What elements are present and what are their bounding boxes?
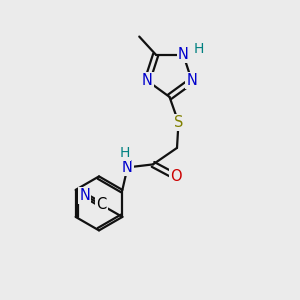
Text: H: H <box>194 42 204 56</box>
Text: N: N <box>178 47 189 62</box>
Text: H: H <box>119 146 130 160</box>
Text: N: N <box>142 73 153 88</box>
Text: C: C <box>96 197 106 212</box>
Text: N: N <box>186 73 197 88</box>
Text: N: N <box>80 188 90 203</box>
Text: O: O <box>170 169 181 184</box>
Text: S: S <box>174 115 183 130</box>
Text: N: N <box>122 160 133 175</box>
